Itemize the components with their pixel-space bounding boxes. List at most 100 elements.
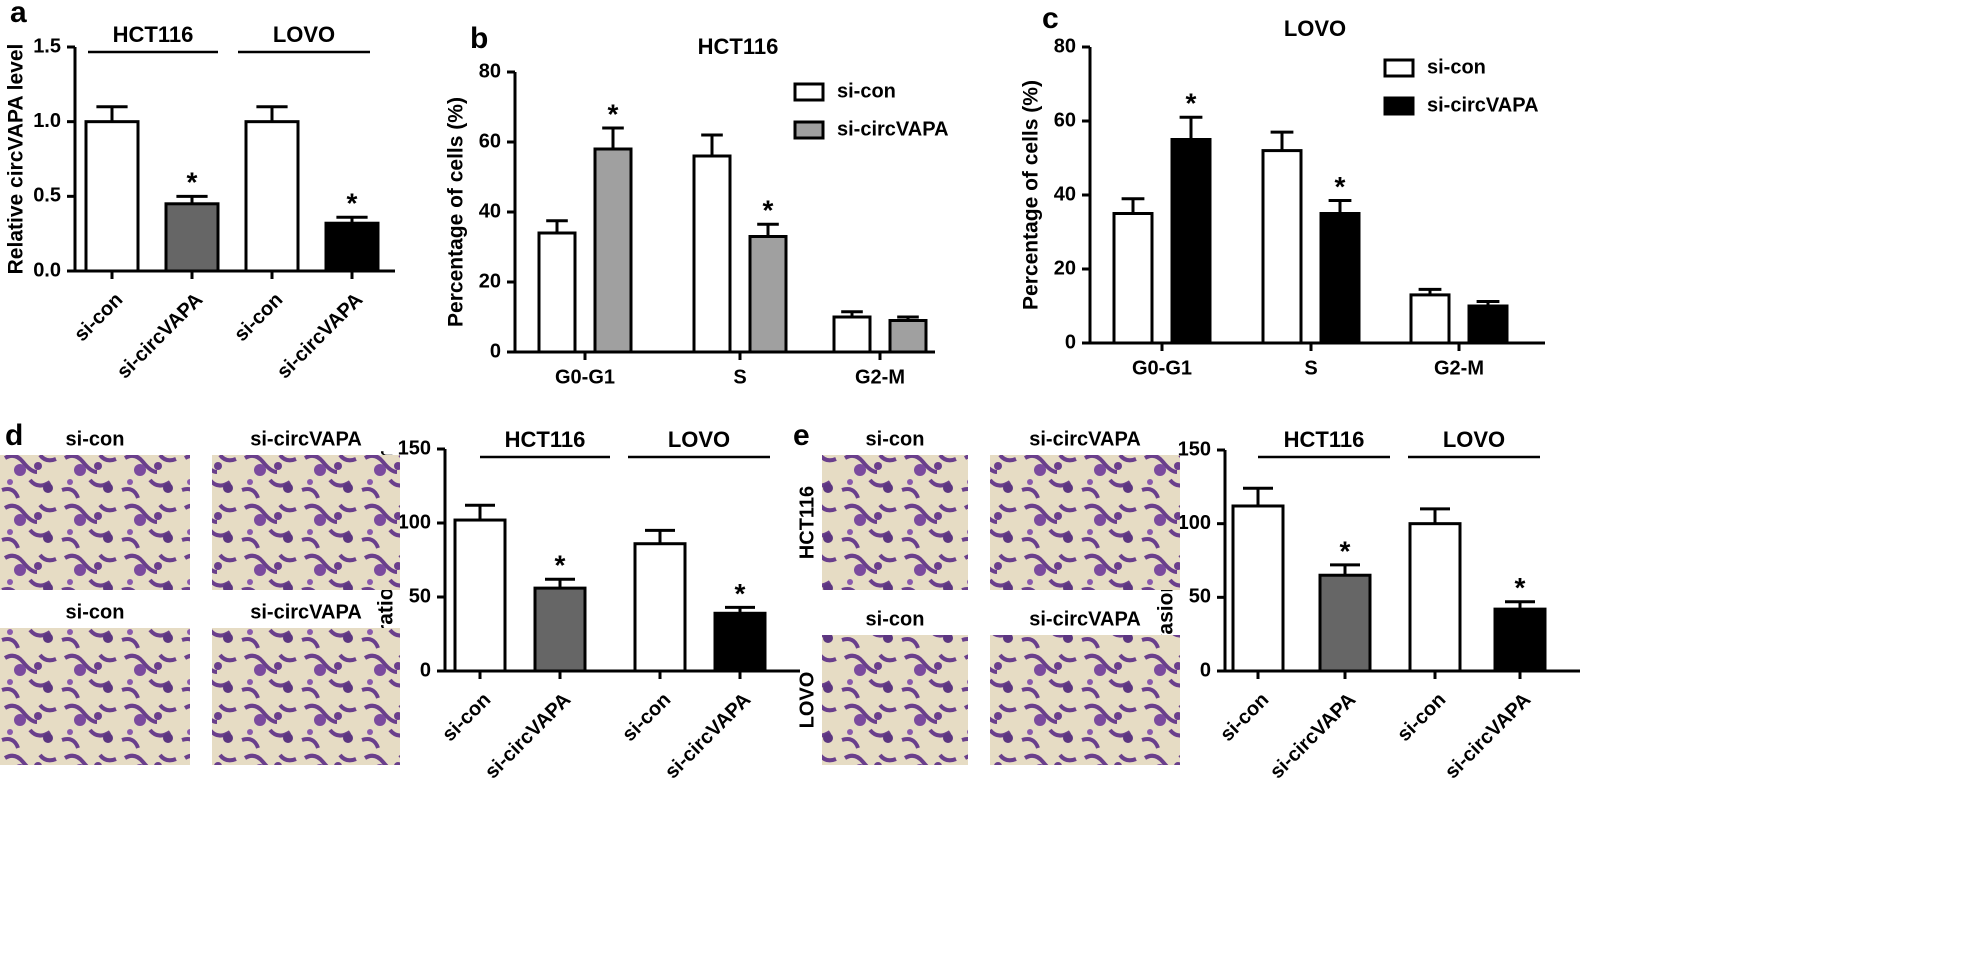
bar <box>244 120 300 273</box>
micrograph <box>990 635 1180 765</box>
chart-title: LOVO <box>1284 16 1346 41</box>
group-label: LOVO <box>1443 427 1505 452</box>
bar <box>1408 522 1462 673</box>
column-label: si-con <box>866 428 925 450</box>
legend-swatch <box>1383 58 1415 78</box>
column-label: si-circVAPA <box>1029 428 1141 450</box>
group-label: LOVO <box>668 427 730 452</box>
group-label: HCT116 <box>113 22 194 47</box>
bar <box>1319 212 1361 345</box>
y-tick-label: 1.0 <box>33 110 61 132</box>
legend-label: si-circVAPA <box>837 118 949 140</box>
panel-letter: b <box>470 22 488 55</box>
micrograph <box>212 628 400 765</box>
x-tick-label: G0-G1 <box>1132 357 1192 379</box>
row-label: HCT116 <box>796 486 818 559</box>
column-label: si-circVAPA <box>250 428 362 450</box>
group-label: LOVO <box>273 22 335 47</box>
x-tick-label: si-circVAPA <box>273 289 367 383</box>
bar <box>164 202 220 273</box>
x-tick-label: si-con <box>1393 689 1450 746</box>
bar <box>1231 504 1285 673</box>
bar <box>1467 304 1509 345</box>
chart-title: HCT116 <box>698 34 779 59</box>
y-tick-label: 0 <box>1065 331 1076 353</box>
bar <box>324 221 380 273</box>
y-axis-label: Percentage of cells (%) <box>445 97 468 327</box>
legend-label: si-circVAPA <box>1427 94 1539 116</box>
x-tick-label: si-circVAPA <box>1441 689 1535 783</box>
y-tick-label: 0.0 <box>33 259 61 281</box>
y-tick-label: 0 <box>1200 659 1211 681</box>
x-tick-label: si-con <box>1216 689 1273 746</box>
bar <box>537 231 577 354</box>
bar <box>533 586 587 673</box>
bar <box>84 120 140 273</box>
micrograph <box>0 455 190 590</box>
x-tick-label: S <box>733 366 746 388</box>
micrograph <box>990 455 1180 590</box>
x-tick-label: si-con <box>618 689 675 746</box>
x-tick-label: si-circVAPA <box>481 689 575 783</box>
bar <box>453 518 507 673</box>
column-label: si-circVAPA <box>250 601 362 623</box>
significance-mark: * <box>1515 572 1526 603</box>
x-tick-label: si-circVAPA <box>1266 689 1360 783</box>
y-axis-label: Percentage of cells (%) <box>1020 80 1043 310</box>
x-tick-label: si-circVAPA <box>113 289 207 383</box>
y-tick-label: 80 <box>1054 35 1076 57</box>
column-label: si-con <box>866 608 925 630</box>
row-label: LOVO <box>796 672 818 729</box>
y-tick-label: 60 <box>1054 109 1076 131</box>
x-tick-label: si-con <box>70 289 127 346</box>
bar <box>832 315 872 354</box>
panel-letter: a <box>10 0 27 29</box>
bar <box>748 235 788 354</box>
micrograph <box>822 455 968 590</box>
column-label: si-con <box>66 601 125 623</box>
y-tick-label: 150 <box>398 437 431 459</box>
y-tick-label: 100 <box>398 511 431 533</box>
panel-letter: e <box>793 419 810 452</box>
bar <box>1318 573 1372 673</box>
bar <box>713 611 767 673</box>
panel-letter: c <box>1042 2 1059 35</box>
significance-mark: * <box>1335 171 1346 202</box>
bar <box>1170 138 1212 345</box>
bar <box>1493 607 1547 673</box>
significance-mark: * <box>1186 88 1197 119</box>
y-tick-label: 1.5 <box>33 35 61 57</box>
legend-swatch <box>1383 96 1415 116</box>
y-tick-label: 50 <box>409 585 431 607</box>
significance-mark: * <box>763 195 774 226</box>
y-tick-label: 50 <box>1189 586 1211 608</box>
y-tick-label: 0.5 <box>33 185 61 207</box>
micrograph <box>0 628 190 765</box>
legend-label: si-con <box>837 80 896 102</box>
y-axis-label: Relative circVAPA level <box>5 44 28 275</box>
group-label: HCT116 <box>1284 427 1365 452</box>
legend-label: si-con <box>1427 56 1486 78</box>
significance-mark: * <box>735 578 746 609</box>
significance-mark: * <box>555 550 566 581</box>
x-tick-label: G2-M <box>1434 357 1484 379</box>
bar <box>692 154 732 354</box>
significance-mark: * <box>608 98 619 129</box>
y-tick-label: 20 <box>479 270 501 292</box>
bar <box>1409 293 1451 345</box>
bar <box>633 542 687 673</box>
legend-swatch <box>793 120 825 140</box>
x-tick-label: G2-M <box>855 366 905 388</box>
x-tick-label: si-con <box>438 689 495 746</box>
group-label: HCT116 <box>505 427 586 452</box>
x-tick-label: S <box>1304 357 1317 379</box>
y-tick-label: 40 <box>479 200 501 222</box>
y-tick-label: 100 <box>1178 512 1211 534</box>
y-tick-label: 60 <box>479 130 501 152</box>
y-tick-label: 150 <box>1178 438 1211 460</box>
legend-swatch <box>793 82 825 102</box>
panel-letter: d <box>5 419 23 452</box>
y-tick-label: 0 <box>420 659 431 681</box>
